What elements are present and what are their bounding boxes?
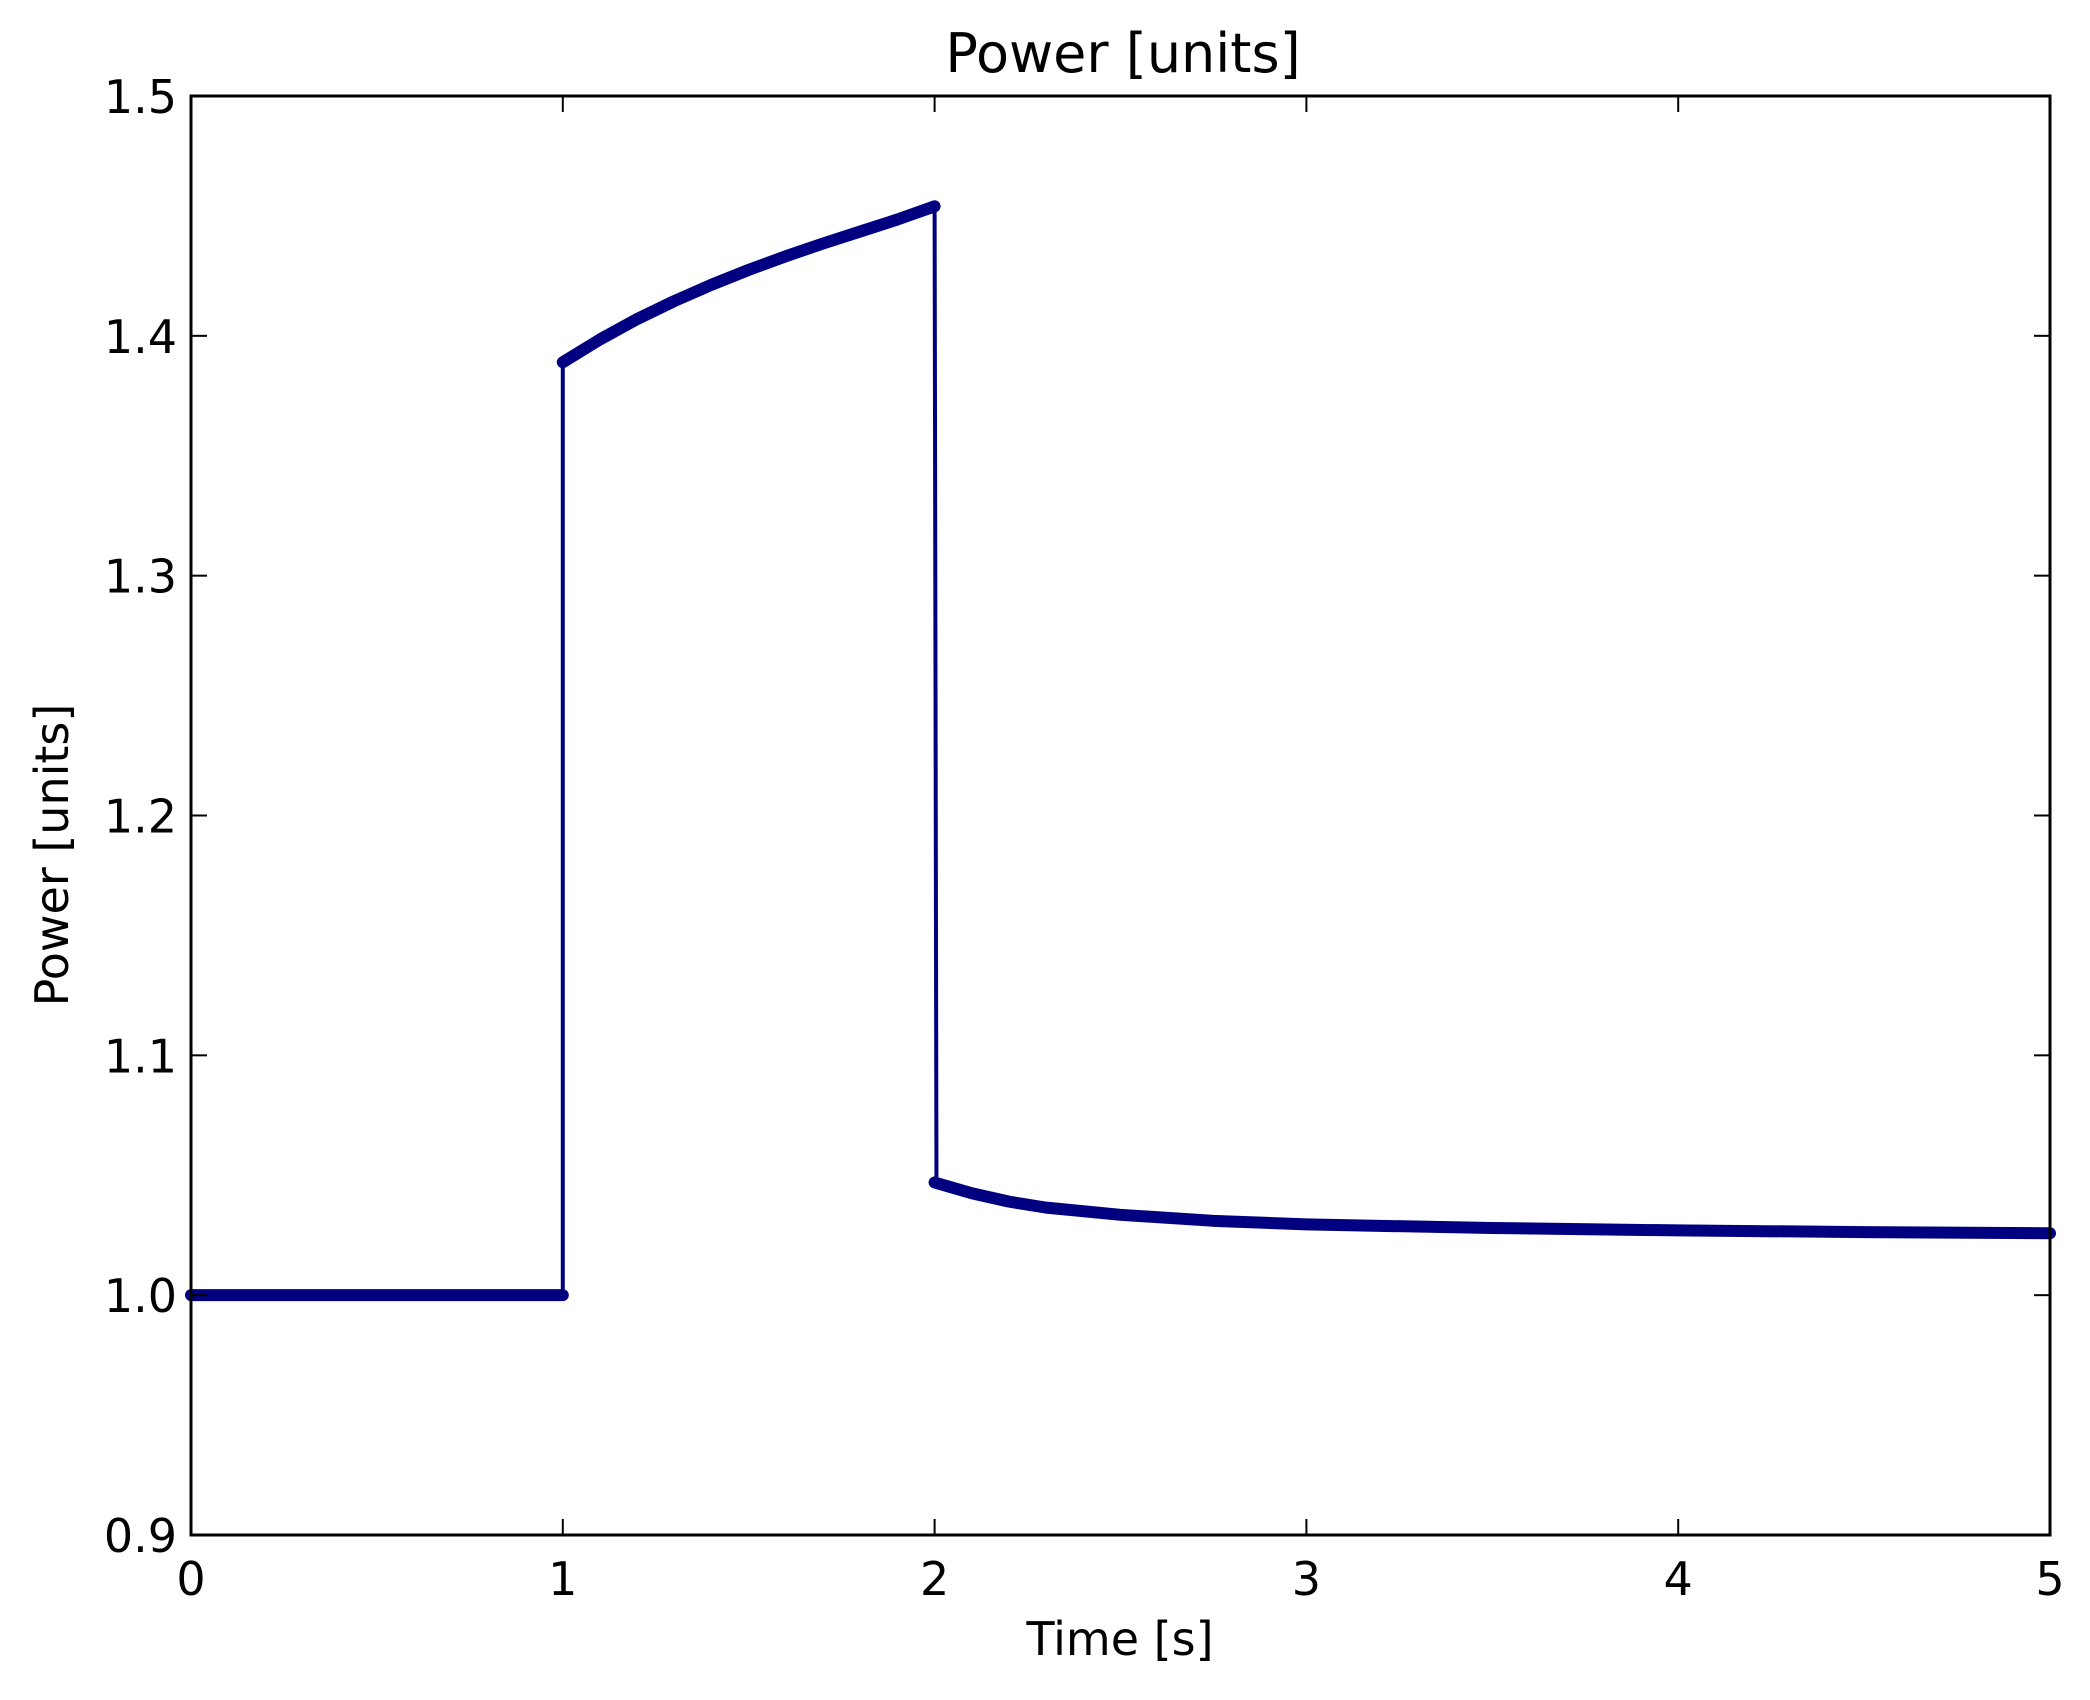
x-tick-label: 2: [920, 1552, 949, 1606]
x-tick-label: 4: [1664, 1552, 1693, 1606]
series-line: [556, 200, 941, 369]
series-line: [928, 1176, 2056, 1240]
x-tick-label: 5: [2035, 1552, 2064, 1606]
y-axis-label: Power [units]: [25, 704, 79, 1007]
x-tick-label: 0: [176, 1552, 205, 1606]
chart-title: Power [units]: [945, 22, 1300, 85]
y-tick-label: 1.3: [104, 550, 177, 604]
y-tick-label: 0.9: [104, 1509, 177, 1563]
y-tick-label: 1.1: [104, 1029, 177, 1083]
x-tick-label: 1: [548, 1552, 577, 1606]
x-tick-label: 3: [1292, 1552, 1321, 1606]
plot-frame: [189, 94, 2052, 1537]
series-step-line: [932, 204, 939, 1185]
y-tick-label: 1.4: [104, 310, 177, 364]
ticks-layer: 0 1 2 3 4 5 0.9 1.0 1.1 1.2 1.3 1.4 1.5: [104, 70, 2065, 1606]
y-tick-label: 1.0: [104, 1269, 177, 1323]
series-layer: [185, 200, 2056, 1302]
x-axis-label: Time [s]: [1025, 1612, 1213, 1666]
y-tick-label: 1.2: [104, 790, 177, 844]
y-tick-label: 1.5: [104, 70, 177, 124]
